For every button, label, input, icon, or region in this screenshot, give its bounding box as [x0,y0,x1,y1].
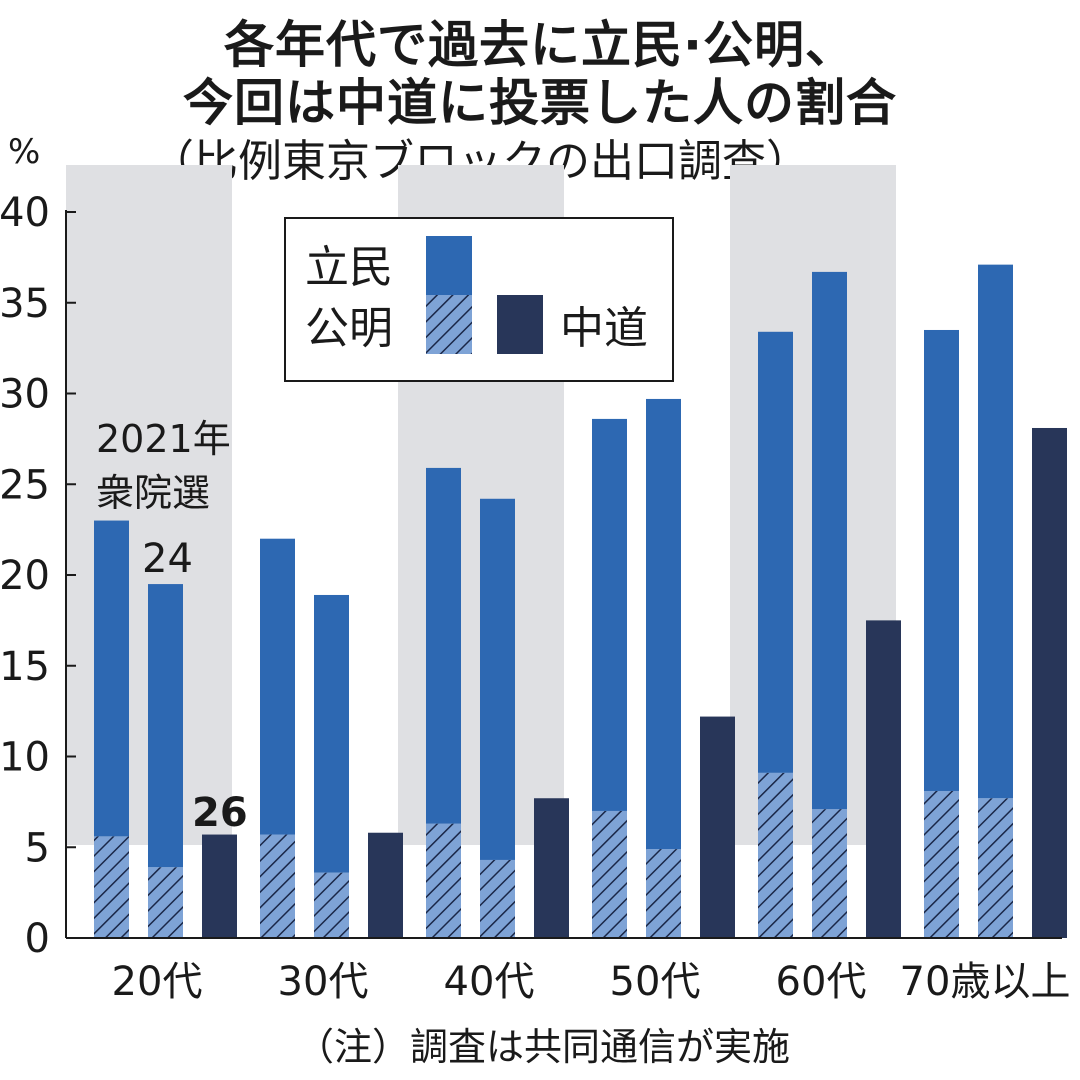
bar-26-chudo-6 [1032,427,1067,938]
bar-24-komei-5 [812,809,847,938]
annotation-24: 24 [142,536,193,582]
legend-label: 立民 [305,242,393,293]
bar-26-chudo-5 [866,620,901,938]
y-tick-label: 20 [0,553,50,599]
chart-title-line2: 今回は中道に投票した人の割合 [183,74,897,132]
bar-2021-komei-3 [426,823,461,938]
x-tick-label: 40代 [444,959,535,1005]
y-tick-label: 10 [0,735,50,781]
bar-2021-rikken-4 [592,418,627,811]
bar-2021-rikken-5 [758,331,793,773]
bar-2021-komei-6 [924,790,959,938]
bar-24-rikken-5 [812,271,847,810]
chart-note: （注）調査は共同通信が実施 [296,1025,791,1069]
bar-24-rikken-1 [148,584,183,868]
chart-title-line1: 各年代で過去に立民·公明、 [224,16,856,74]
bar-24-komei-2 [314,872,349,938]
y-tick-label: 25 [0,462,50,508]
bar-24-komei-3 [480,859,515,938]
annotation-2021-election: 衆院選 [96,471,210,515]
bar-2021-rikken-3 [426,467,461,824]
bar-2021-komei-5 [758,772,793,938]
bar-2021-komei-2 [260,834,295,938]
bar-2021-komei-1 [94,836,129,938]
x-tick-label: 50代 [610,959,701,1005]
bar-24-komei-6 [978,798,1013,938]
y-tick-label: 5 [25,825,50,871]
bar-24-rikken-3 [480,498,515,860]
bar-24-rikken-2 [314,594,349,873]
legend-swatch-3 [497,295,543,354]
bar-26-chudo-4 [700,716,735,938]
legend-label: 中道 [560,303,648,354]
bar-26-chudo-3 [534,798,569,938]
legend-swatch-2 [426,295,472,354]
x-tick-label: 30代 [278,959,369,1005]
bar-24-komei-1 [148,867,183,938]
x-tick-label: 70歳以上 [900,959,1071,1005]
bar-24-rikken-4 [646,398,681,850]
bar-24-komei-4 [646,849,681,938]
y-tick-label: 15 [0,644,50,690]
bar-2021-rikken-6 [924,329,959,791]
legend-swatch-1 [426,236,472,295]
bar-2021-rikken-2 [260,538,295,835]
annotation-2021-year: 2021年 [96,417,231,461]
bar-2021-komei-4 [592,810,627,938]
y-tick-label: 35 [0,281,50,327]
legend-box [284,217,674,382]
y-tick-label: 30 [0,372,50,418]
bar-24-rikken-6 [978,264,1013,799]
y-tick-label: 0 [25,916,50,962]
x-tick-label: 60代 [776,959,867,1005]
bar-2021-rikken-1 [94,520,129,837]
annotation-26: 26 [192,790,248,836]
x-tick-label: 20代 [112,959,203,1005]
legend-label: 公明 [305,303,393,354]
y-tick-label: 40 [0,190,50,236]
bar-26-chudo-1 [202,834,237,938]
y-axis-unit: % [8,132,41,172]
bar-26-chudo-2 [368,832,403,938]
